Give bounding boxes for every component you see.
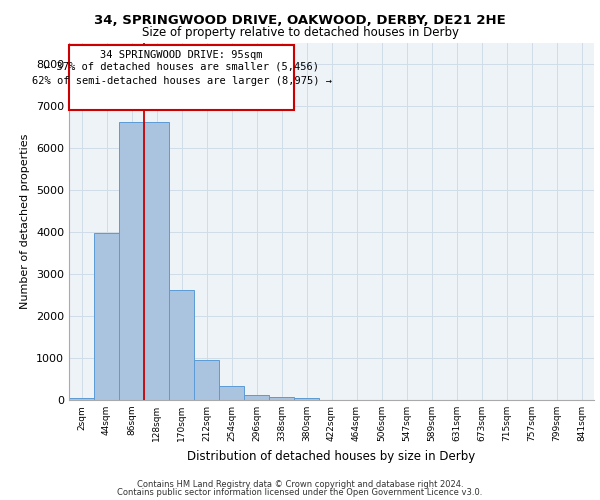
Bar (144, 122, 169, 400)
Bar (169, 290, 194, 400)
Bar (194, 360, 219, 400)
Text: 34, SPRINGWOOD DRIVE, OAKWOOD, DERBY, DE21 2HE: 34, SPRINGWOOD DRIVE, OAKWOOD, DERBY, DE… (94, 14, 506, 27)
Bar (219, 386, 244, 400)
Bar (69, 398, 94, 400)
Text: 62% of semi-detached houses are larger (8,975) →: 62% of semi-detached houses are larger (… (32, 76, 331, 86)
Bar (269, 398, 294, 400)
Text: Size of property relative to detached houses in Derby: Size of property relative to detached ho… (142, 26, 458, 39)
Bar (119, 122, 144, 400)
X-axis label: Distribution of detached houses by size in Derby: Distribution of detached houses by size … (187, 450, 476, 462)
Text: 34 SPRINGWOOD DRIVE: 95sqm: 34 SPRINGWOOD DRIVE: 95sqm (100, 50, 263, 59)
Text: Contains public sector information licensed under the Open Government Licence v3: Contains public sector information licen… (118, 488, 482, 497)
Bar (94, 232, 119, 400)
FancyBboxPatch shape (69, 44, 294, 110)
Text: ← 37% of detached houses are smaller (5,456): ← 37% of detached houses are smaller (5,… (44, 62, 319, 72)
Bar (244, 396, 269, 400)
Text: Contains HM Land Registry data © Crown copyright and database right 2024.: Contains HM Land Registry data © Crown c… (137, 480, 463, 489)
Bar (294, 398, 319, 400)
Y-axis label: Number of detached properties: Number of detached properties (20, 134, 31, 309)
